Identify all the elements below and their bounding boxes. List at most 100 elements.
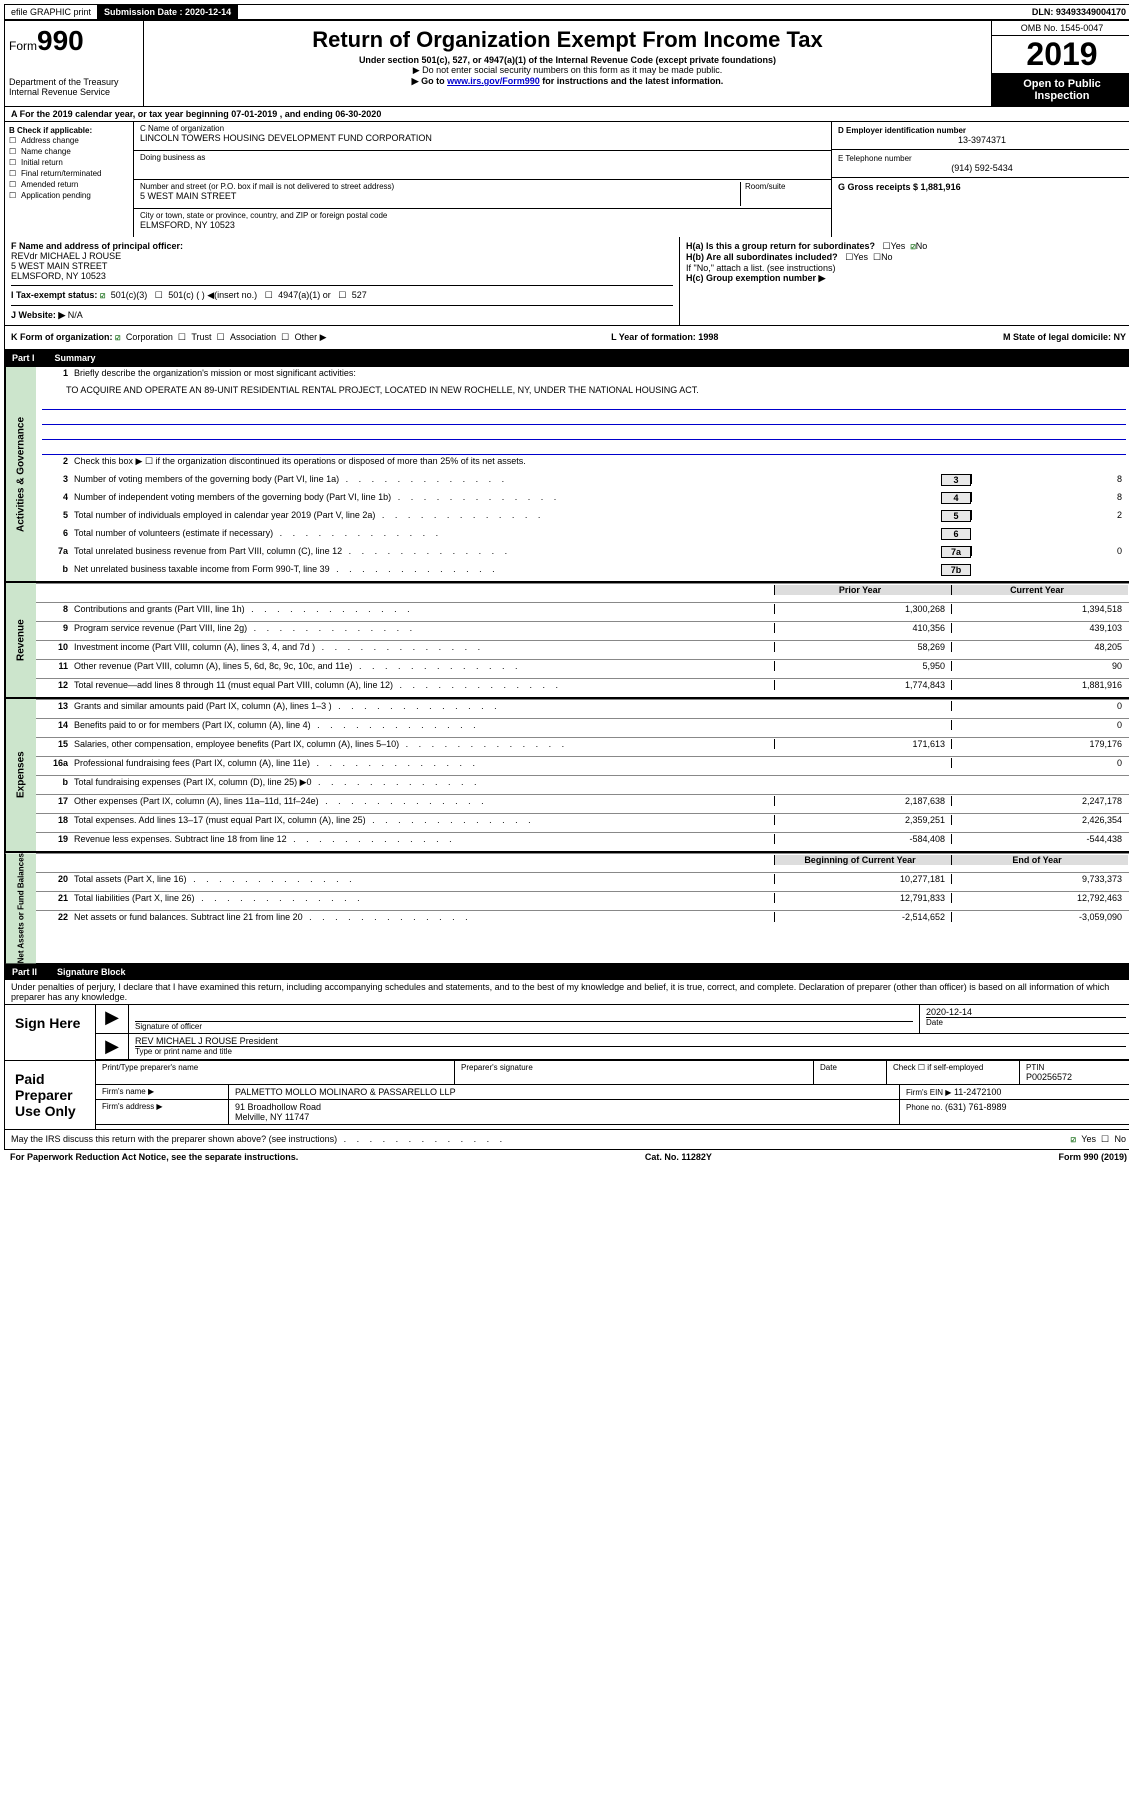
officer-name: REVdr MICHAEL J ROUSE	[11, 251, 673, 261]
firm-phone: (631) 761-8989	[945, 1102, 1007, 1112]
l-year: L Year of formation: 1998	[611, 332, 718, 343]
chk-amended[interactable]: ☐ Amended return	[9, 180, 129, 190]
dln-label: DLN: 93493349004170	[1026, 5, 1129, 19]
j-label: J Website: ▶	[11, 310, 65, 320]
form-number: 990	[37, 25, 84, 56]
website-value: N/A	[68, 310, 83, 320]
firm-name: PALMETTO MOLLO MOLINARO & PASSARELLO LLP	[229, 1085, 900, 1099]
side-netassets: Net Assets or Fund Balances	[5, 853, 36, 963]
side-activities: Activities & Governance	[5, 367, 36, 581]
line-10: 10Investment income (Part VIII, column (…	[36, 640, 1129, 659]
chk-name[interactable]: ☐ Name change	[9, 147, 129, 157]
firm-ein: 11-2472100	[954, 1087, 1001, 1097]
part1-expenses: Expenses 13Grants and similar amounts pa…	[4, 698, 1129, 852]
line-21: 21Total liabilities (Part X, line 26)12,…	[36, 891, 1129, 910]
line-9: 9Program service revenue (Part VIII, lin…	[36, 621, 1129, 640]
chk-corp[interactable]: ☑	[115, 333, 126, 343]
part2-header: Part IISignature Block	[4, 964, 1129, 980]
ptin: P00256572	[1026, 1072, 1126, 1082]
line-14: 14Benefits paid to or for members (Part …	[36, 718, 1129, 737]
paid-preparer-label: Paid Preparer Use Only	[5, 1061, 96, 1129]
line-19: 19Revenue less expenses. Subtract line 1…	[36, 832, 1129, 851]
line-6: 6Total number of volunteers (estimate if…	[36, 527, 1129, 545]
form-word: Form	[9, 39, 37, 53]
hc-label: H(c) Group exemption number ▶	[686, 273, 1126, 284]
line-22: 22Net assets or fund balances. Subtract …	[36, 910, 1129, 929]
part1-header: Part ISummary	[4, 350, 1129, 366]
line-16a: 16aProfessional fundraising fees (Part I…	[36, 756, 1129, 775]
row-a-period: A For the 2019 calendar year, or tax yea…	[4, 107, 1129, 122]
sig-officer-label: Signature of officer	[135, 1021, 913, 1031]
org-name: LINCOLN TOWERS HOUSING DEVELOPMENT FUND …	[140, 133, 825, 143]
m-state: M State of legal domicile: NY	[1003, 332, 1126, 343]
chk-501c3[interactable]: ☑	[100, 291, 111, 301]
line-b: bNet unrelated business taxable income f…	[36, 563, 1129, 581]
line-7a: 7aTotal unrelated business revenue from …	[36, 545, 1129, 563]
form-header: Form990 Department of the Treasury Inter…	[4, 20, 1129, 107]
discuss-row: May the IRS discuss this return with the…	[4, 1130, 1129, 1150]
hb-label: H(b) Are all subordinates included?	[686, 252, 838, 262]
side-expenses: Expenses	[5, 699, 36, 851]
form-note1: ▶ Do not enter social security numbers o…	[148, 65, 987, 76]
side-revenue: Revenue	[5, 583, 36, 697]
declaration-text: Under penalties of perjury, I declare th…	[4, 980, 1129, 1005]
top-bar: efile GRAPHIC print Submission Date : 20…	[4, 4, 1129, 20]
g-gross-receipts: G Gross receipts $ 1,881,916	[832, 178, 1129, 196]
officer-name-title: REV MICHAEL J ROUSE President	[135, 1036, 1126, 1046]
line-5: 5Total number of individuals employed in…	[36, 509, 1129, 527]
line-15: 15Salaries, other compensation, employee…	[36, 737, 1129, 756]
footer: For Paperwork Reduction Act Notice, see …	[4, 1150, 1129, 1164]
arrow-icon: ▶	[96, 1034, 129, 1059]
ha-label: H(a) Is this a group return for subordin…	[686, 241, 875, 251]
line-12: 12Total revenue—add lines 8 through 11 (…	[36, 678, 1129, 697]
hb-note: If "No," attach a list. (see instruction…	[686, 263, 1126, 273]
officer-addr1: 5 WEST MAIN STREET	[11, 261, 673, 271]
omb-number: OMB No. 1545-0047	[992, 21, 1129, 36]
row-klm: K Form of organization: ☑ Corporation ☐ …	[4, 326, 1129, 350]
b-title: B Check if applicable:	[9, 126, 129, 135]
line-18: 18Total expenses. Add lines 13–17 (must …	[36, 813, 1129, 832]
city-label: City or town, state or province, country…	[140, 211, 825, 220]
line-13: 13Grants and similar amounts paid (Part …	[36, 699, 1129, 718]
room-label: Room/suite	[745, 182, 825, 191]
paid-preparer-block: Paid Preparer Use Only Print/Type prepar…	[4, 1061, 1129, 1130]
line-17: 17Other expenses (Part IX, column (A), l…	[36, 794, 1129, 813]
irs-link[interactable]: www.irs.gov/Form990	[447, 76, 540, 86]
line-b: bTotal fundraising expenses (Part IX, co…	[36, 775, 1129, 794]
e-label: E Telephone number	[838, 154, 1126, 163]
org-street: 5 WEST MAIN STREET	[140, 191, 740, 201]
line-11: 11Other revenue (Part VIII, column (A), …	[36, 659, 1129, 678]
addr-label: Number and street (or P.O. box if mail i…	[140, 182, 740, 191]
part1-activities: Activities & Governance 1Briefly describ…	[4, 366, 1129, 582]
irs-label: Internal Revenue Service	[9, 87, 139, 97]
c-name-label: C Name of organization	[140, 124, 825, 133]
submission-date-btn[interactable]: Submission Date : 2020-12-14	[98, 5, 238, 19]
part1-netassets: Net Assets or Fund Balances Beginning of…	[4, 852, 1129, 964]
dept-treasury: Department of the Treasury	[9, 77, 139, 87]
sign-here-label: Sign Here	[5, 1005, 96, 1060]
d-label: D Employer identification number	[838, 126, 1126, 135]
org-city: ELMSFORD, NY 10523	[140, 220, 825, 230]
chk-discuss-yes[interactable]: ☑	[1070, 1135, 1081, 1145]
open-public-label: Open to Public Inspection	[992, 74, 1129, 106]
arrow-icon: ▶	[96, 1005, 129, 1033]
efile-label[interactable]: efile GRAPHIC print	[5, 5, 98, 19]
chk-final[interactable]: ☐ Final return/terminated	[9, 169, 129, 179]
line-4: 4Number of independent voting members of…	[36, 491, 1129, 509]
block-bcde: B Check if applicable: ☐ Address change …	[4, 122, 1129, 237]
line-20: 20Total assets (Part X, line 16)10,277,1…	[36, 872, 1129, 891]
form-title: Return of Organization Exempt From Incom…	[148, 27, 987, 53]
line-8: 8Contributions and grants (Part VIII, li…	[36, 602, 1129, 621]
line-3: 3Number of voting members of the governi…	[36, 473, 1129, 491]
phone-value: (914) 592-5434	[838, 163, 1126, 173]
chk-address[interactable]: ☐ Address change	[9, 136, 129, 146]
part1-revenue: Revenue Prior Year Current Year 8Contrib…	[4, 582, 1129, 698]
chk-pending[interactable]: ☐ Application pending	[9, 191, 129, 201]
form-subtitle: Under section 501(c), 527, or 4947(a)(1)…	[148, 55, 987, 65]
officer-addr2: ELMSFORD, NY 10523	[11, 271, 673, 281]
mission-text: TO ACQUIRE AND OPERATE AN 89-UNIT RESIDE…	[36, 385, 1129, 395]
f-label: F Name and address of principal officer:	[11, 241, 673, 251]
block-fh: F Name and address of principal officer:…	[4, 237, 1129, 326]
chk-initial[interactable]: ☐ Initial return	[9, 158, 129, 168]
sig-date: 2020-12-14	[926, 1007, 1126, 1017]
